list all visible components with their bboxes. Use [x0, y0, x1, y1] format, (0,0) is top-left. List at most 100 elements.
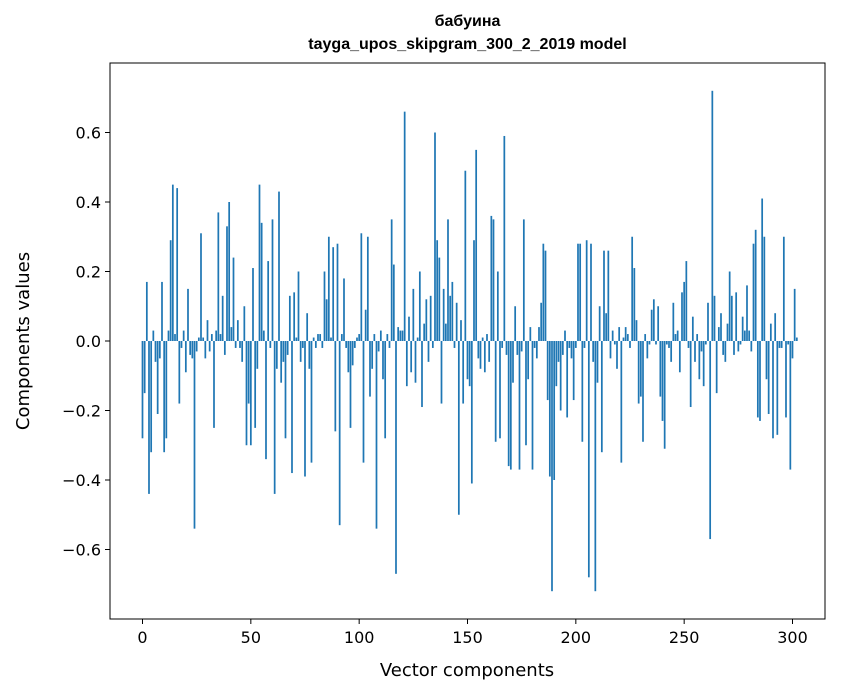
bar: [165, 341, 168, 439]
bar: [180, 341, 183, 348]
bar: [236, 320, 239, 341]
bar: [572, 341, 575, 401]
bar: [451, 281, 454, 341]
bar: [334, 341, 337, 432]
bar: [327, 236, 330, 341]
bar: [785, 341, 787, 418]
bar: [600, 341, 603, 453]
bar: [689, 341, 692, 408]
bar: [351, 341, 354, 366]
bar: [252, 268, 254, 341]
bar: [306, 313, 309, 341]
axes-group: 0 50 100 150 200 250 300 −0.6 −0.4 −0.2 0.0 0.2 0.4 0…: [62, 124, 808, 648]
bar: [284, 341, 287, 439]
bar: [587, 341, 590, 578]
bar: [373, 334, 376, 341]
bar: [442, 288, 445, 342]
bar: [594, 341, 597, 592]
bar: [379, 330, 382, 341]
bar: [434, 132, 436, 341]
bar: [308, 341, 311, 369]
bar: [230, 327, 233, 341]
bar: [531, 341, 534, 470]
bar: [267, 261, 270, 341]
chart-title: бабуина: [434, 13, 501, 30]
bar: [512, 341, 514, 383]
bar: [722, 341, 725, 355]
bar: [345, 341, 348, 348]
bar: [529, 327, 532, 341]
bar: [793, 288, 796, 342]
bar: [544, 250, 547, 341]
bar: [312, 337, 315, 341]
bar: [607, 250, 610, 341]
bar: [626, 334, 629, 341]
bar: [661, 341, 664, 421]
bar: [570, 341, 573, 359]
bar: [678, 341, 681, 373]
bar: [390, 219, 393, 341]
bar: [310, 341, 313, 463]
bar: [187, 288, 189, 342]
bar: [726, 323, 729, 342]
bar: [715, 341, 718, 394]
bar: [739, 341, 742, 345]
bar: [366, 236, 369, 341]
bar: [728, 271, 731, 341]
bar: [360, 233, 363, 341]
bar: [291, 341, 293, 474]
x-tick-label: 250: [669, 628, 700, 647]
bar: [156, 341, 159, 414]
bar: [657, 306, 660, 341]
bar: [540, 302, 543, 341]
bar: [542, 243, 545, 341]
bar: [522, 219, 525, 341]
bar: [228, 202, 231, 341]
bar: [618, 327, 621, 341]
bar: [429, 295, 432, 341]
bar: [527, 341, 530, 380]
bar: [774, 313, 777, 341]
bar: [286, 341, 289, 355]
bar: [698, 341, 701, 380]
bar: [713, 295, 716, 341]
bar: [418, 271, 421, 341]
bar: [687, 341, 690, 348]
bar: [624, 327, 627, 341]
bar: [557, 341, 560, 362]
bar: [388, 341, 391, 348]
bar: [737, 341, 740, 352]
bar: [590, 243, 592, 341]
bar: [659, 341, 662, 397]
bar: [202, 337, 205, 341]
bar: [644, 334, 647, 341]
bar: [507, 341, 510, 467]
bar: [364, 309, 367, 341]
bar: [414, 341, 417, 383]
bar: [767, 341, 770, 414]
bar: [629, 341, 631, 348]
bar: [200, 233, 202, 341]
x-tick-label: 200: [561, 628, 592, 647]
x-tick-label: 300: [777, 628, 808, 647]
bar: [141, 341, 144, 439]
bar: [568, 341, 571, 348]
bar: [427, 341, 430, 362]
bar: [655, 341, 657, 345]
bar: [148, 341, 150, 494]
bar: [152, 330, 155, 341]
bar: [273, 341, 276, 494]
bar: [158, 341, 161, 359]
bar: [295, 337, 298, 341]
y-tick-label: 0.6: [76, 124, 101, 143]
bar: [702, 341, 705, 387]
bar: [752, 243, 755, 341]
bar: [282, 341, 285, 362]
bar: [533, 341, 536, 348]
y-tick-label: −0.4: [62, 471, 101, 490]
bar: [425, 299, 428, 341]
bar: [206, 320, 209, 341]
bar: [754, 229, 757, 341]
bar: [787, 341, 790, 345]
